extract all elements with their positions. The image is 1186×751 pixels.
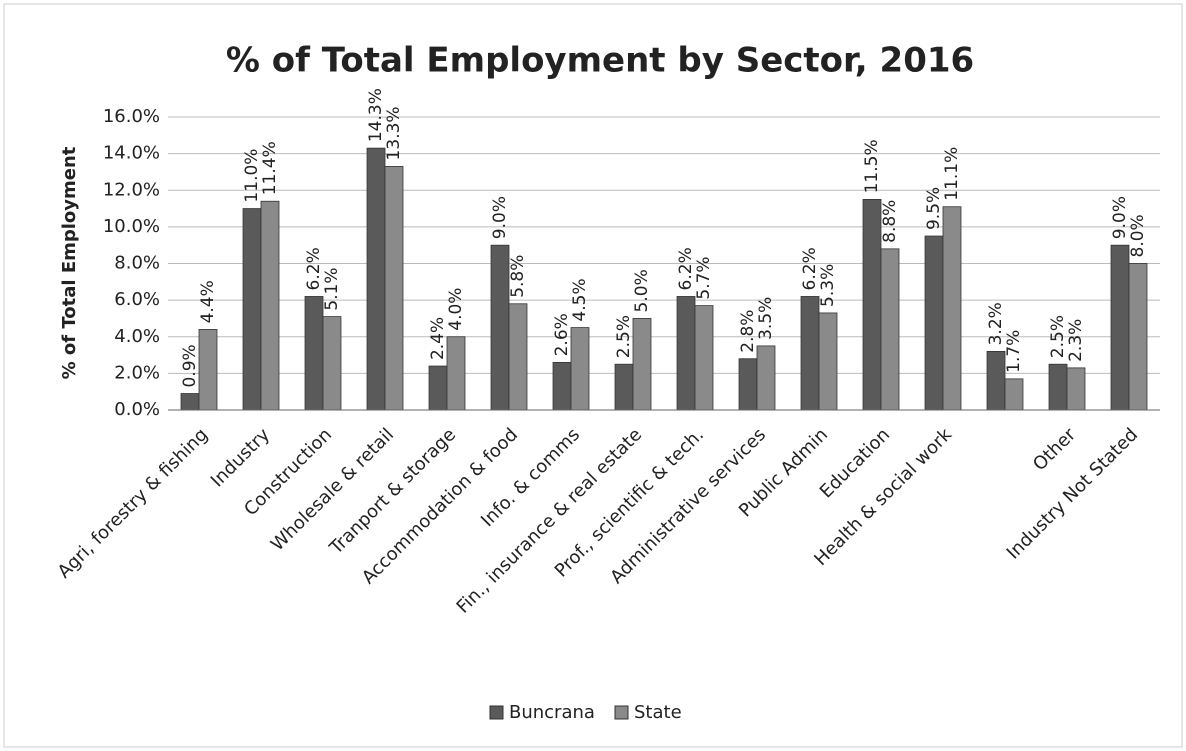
- legend-label: Buncrana: [509, 702, 595, 723]
- bar: [570, 327, 590, 411]
- data-label: 6.2%: [676, 247, 696, 290]
- data-label: 5.1%: [322, 267, 342, 310]
- data-label: 5.8%: [508, 255, 528, 298]
- bar: [614, 363, 634, 411]
- data-label: 9.0%: [1110, 196, 1130, 239]
- data-label: 6.2%: [304, 247, 324, 290]
- bar: [924, 235, 944, 411]
- chart-title: % of Total Employment by Sector, 2016: [226, 41, 974, 81]
- legend-swatch: [489, 705, 504, 720]
- data-label: 8.0%: [1128, 214, 1148, 257]
- data-label: 2.3%: [1066, 319, 1086, 362]
- data-label: 5.3%: [818, 264, 838, 307]
- data-label: 2.8%: [738, 310, 758, 353]
- bar: [304, 296, 324, 411]
- bar: [880, 248, 900, 411]
- data-label: 2.6%: [552, 313, 572, 356]
- bar: [366, 147, 386, 411]
- bar: [180, 393, 200, 411]
- bar: [986, 350, 1006, 411]
- bar: [1066, 367, 1086, 411]
- y-tick-label: 8.0%: [114, 253, 160, 274]
- bar: [260, 200, 280, 411]
- bar: [738, 358, 758, 411]
- bar: [552, 361, 572, 411]
- data-label: 14.3%: [366, 88, 386, 142]
- data-label: 2.4%: [428, 317, 448, 360]
- data-label: 4.0%: [446, 288, 466, 331]
- y-tick-label: 4.0%: [114, 326, 160, 347]
- data-label: 6.2%: [800, 247, 820, 290]
- bar: [1110, 244, 1130, 411]
- bar: [800, 296, 820, 411]
- bar: [942, 206, 962, 411]
- bar: [862, 199, 882, 411]
- bar: [676, 296, 696, 411]
- y-tick-label: 2.0%: [114, 362, 160, 383]
- y-tick-label: 10.0%: [103, 216, 160, 237]
- data-label: 13.3%: [384, 106, 404, 160]
- bar: [756, 345, 776, 411]
- data-label: 11.1%: [942, 147, 962, 201]
- bar: [1048, 363, 1068, 411]
- data-label: 11.4%: [260, 141, 280, 195]
- data-label: 5.7%: [694, 256, 714, 299]
- bar: [1128, 263, 1148, 411]
- data-label: 11.5%: [862, 139, 882, 193]
- legend-swatch: [614, 705, 629, 720]
- data-label: 4.5%: [570, 278, 590, 321]
- y-tick-label: 12.0%: [103, 179, 160, 200]
- bar: [508, 303, 528, 411]
- legend-label: State: [634, 702, 682, 723]
- data-label: 4.4%: [198, 280, 218, 323]
- bar: [694, 305, 714, 411]
- y-tick-label: 0.0%: [114, 399, 160, 420]
- bar: [322, 316, 342, 411]
- data-label: 1.7%: [1004, 330, 1024, 373]
- bar: [1004, 378, 1024, 411]
- y-axis-label: % of Total Employment: [59, 146, 80, 379]
- bar: [446, 336, 466, 411]
- data-label: 11.0%: [242, 149, 262, 203]
- data-label: 3.2%: [986, 302, 1006, 345]
- data-label: 0.9%: [180, 344, 200, 387]
- data-label: 2.5%: [614, 315, 634, 358]
- bar: [242, 208, 262, 411]
- bar: [384, 166, 404, 411]
- bar: [632, 318, 652, 411]
- data-label: 3.5%: [756, 297, 776, 340]
- data-label: 9.5%: [924, 187, 944, 230]
- bar: [428, 365, 448, 411]
- y-tick-label: 14.0%: [103, 143, 160, 164]
- bar: [818, 312, 838, 411]
- data-label: 8.8%: [880, 200, 900, 243]
- data-label: 5.0%: [632, 269, 652, 312]
- bar: [198, 329, 218, 411]
- data-label: 9.0%: [490, 196, 510, 239]
- data-label: 2.5%: [1048, 315, 1068, 358]
- y-tick-label: 16.0%: [103, 106, 160, 127]
- bar: [490, 244, 510, 411]
- y-tick-label: 6.0%: [114, 289, 160, 310]
